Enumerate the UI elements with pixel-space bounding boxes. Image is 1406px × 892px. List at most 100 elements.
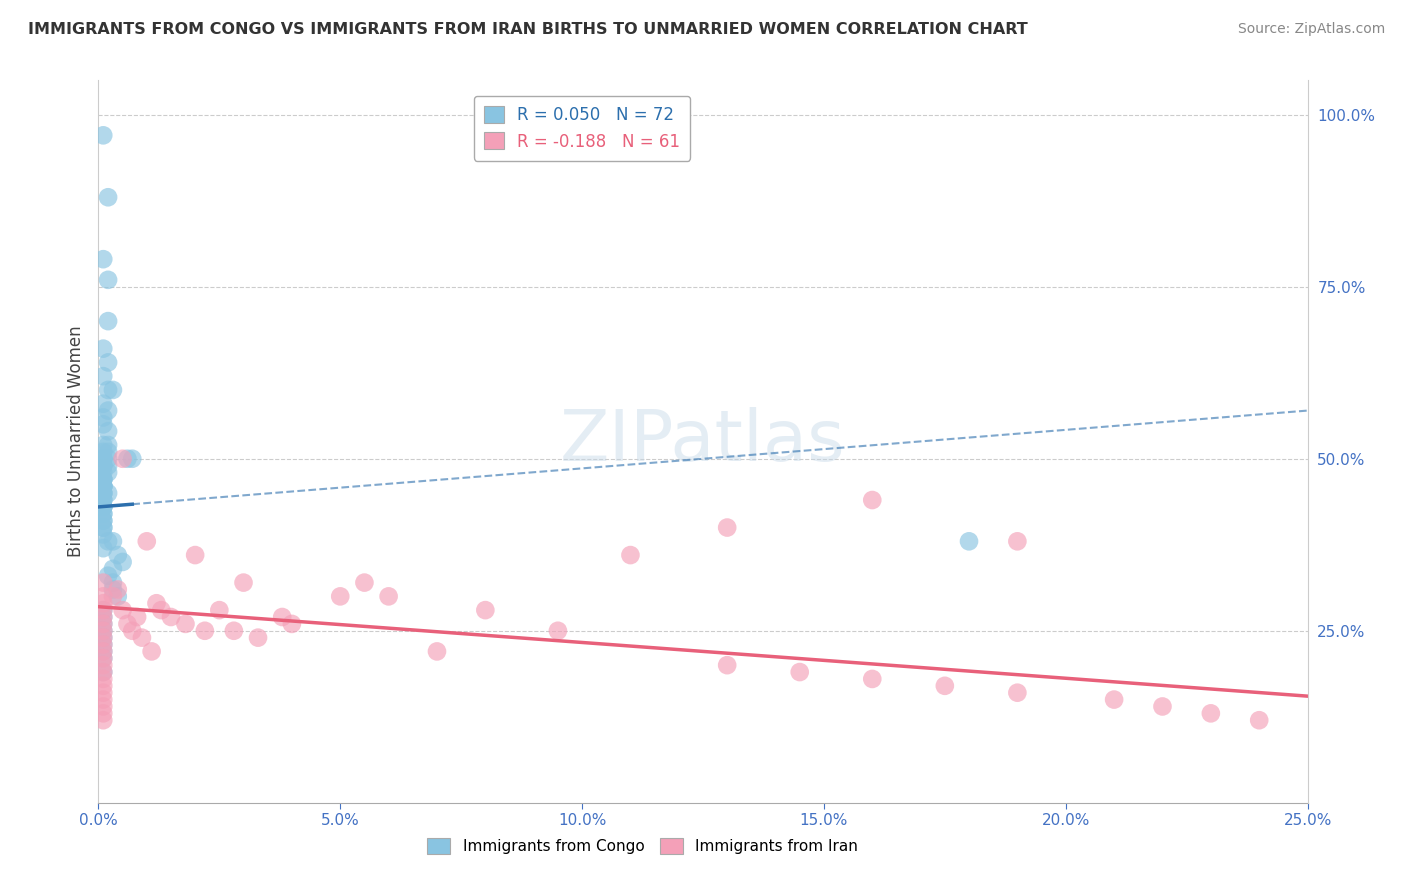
- Point: [97, 466, 120, 480]
- Point: [208, 603, 231, 617]
- Point: [194, 624, 217, 638]
- Point: [91, 631, 114, 645]
- Point: [232, 575, 254, 590]
- Point: [91, 397, 114, 411]
- Point: [91, 603, 114, 617]
- Legend: Immigrants from Congo, Immigrants from Iran: Immigrants from Congo, Immigrants from I…: [422, 832, 863, 860]
- Point: [91, 486, 114, 500]
- Point: [860, 672, 883, 686]
- Point: [91, 699, 114, 714]
- Point: [91, 479, 114, 493]
- Point: [547, 624, 569, 638]
- Point: [91, 713, 114, 727]
- Point: [121, 624, 143, 638]
- Point: [91, 493, 114, 508]
- Point: [1102, 692, 1125, 706]
- Point: [91, 610, 114, 624]
- Point: [377, 590, 399, 604]
- Point: [91, 458, 114, 473]
- Point: [91, 665, 114, 679]
- Point: [97, 568, 120, 582]
- Point: [91, 342, 114, 356]
- Point: [131, 631, 153, 645]
- Point: [107, 582, 129, 597]
- Point: [111, 603, 134, 617]
- Point: [91, 128, 114, 143]
- Point: [91, 438, 114, 452]
- Point: [135, 534, 157, 549]
- Point: [101, 582, 124, 597]
- Point: [97, 355, 120, 369]
- Point: [91, 616, 114, 631]
- Point: [91, 679, 114, 693]
- Point: [789, 665, 811, 679]
- Point: [353, 575, 375, 590]
- Point: [97, 451, 120, 466]
- Point: [145, 596, 167, 610]
- Point: [271, 610, 294, 624]
- Point: [860, 493, 883, 508]
- Point: [91, 638, 114, 652]
- Point: [91, 631, 114, 645]
- Point: [91, 651, 114, 665]
- Point: [222, 624, 245, 638]
- Text: Source: ZipAtlas.com: Source: ZipAtlas.com: [1237, 22, 1385, 37]
- Point: [1007, 534, 1029, 549]
- Point: [619, 548, 641, 562]
- Point: [957, 534, 980, 549]
- Point: [91, 514, 114, 528]
- Point: [1199, 706, 1222, 721]
- Point: [101, 575, 124, 590]
- Point: [174, 616, 197, 631]
- Point: [1007, 686, 1029, 700]
- Point: [97, 486, 120, 500]
- Point: [91, 644, 114, 658]
- Point: [91, 665, 114, 679]
- Point: [91, 369, 114, 384]
- Point: [101, 383, 124, 397]
- Point: [97, 383, 120, 397]
- Point: [91, 706, 114, 721]
- Point: [91, 658, 114, 673]
- Point: [91, 520, 114, 534]
- Point: [91, 479, 114, 493]
- Point: [107, 590, 129, 604]
- Point: [101, 562, 124, 576]
- Point: [91, 527, 114, 541]
- Y-axis label: Births to Unmarried Women: Births to Unmarried Women: [66, 326, 84, 558]
- Point: [91, 493, 114, 508]
- Point: [91, 458, 114, 473]
- Point: [111, 451, 134, 466]
- Point: [101, 534, 124, 549]
- Point: [716, 658, 738, 673]
- Point: [91, 486, 114, 500]
- Point: [97, 438, 120, 452]
- Point: [91, 541, 114, 556]
- Point: [91, 417, 114, 432]
- Point: [101, 590, 124, 604]
- Point: [91, 479, 114, 493]
- Point: [91, 610, 114, 624]
- Point: [127, 610, 149, 624]
- Point: [934, 679, 956, 693]
- Text: ZIPatlas: ZIPatlas: [560, 407, 846, 476]
- Point: [91, 252, 114, 267]
- Point: [91, 507, 114, 521]
- Point: [111, 555, 134, 569]
- Point: [97, 273, 120, 287]
- Point: [716, 520, 738, 534]
- Point: [121, 451, 143, 466]
- Point: [91, 466, 114, 480]
- Point: [91, 672, 114, 686]
- Point: [97, 424, 120, 438]
- Point: [107, 548, 129, 562]
- Point: [91, 624, 114, 638]
- Point: [91, 451, 114, 466]
- Point: [281, 616, 304, 631]
- Point: [97, 314, 120, 328]
- Point: [91, 651, 114, 665]
- Point: [91, 472, 114, 486]
- Point: [184, 548, 207, 562]
- Point: [91, 500, 114, 514]
- Point: [91, 507, 114, 521]
